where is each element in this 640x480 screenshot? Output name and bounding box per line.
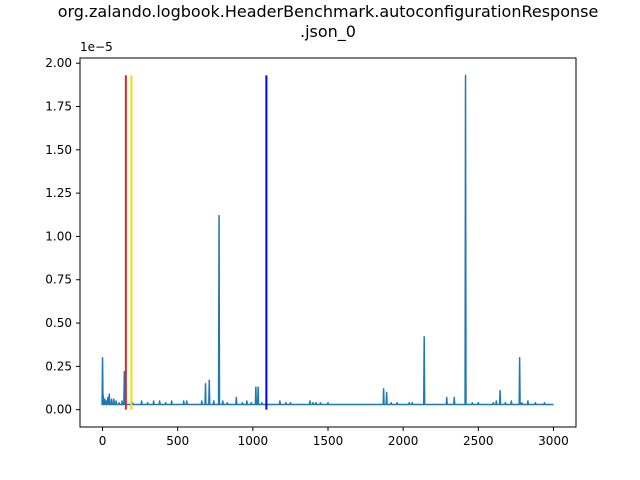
y-tick-label: 1.50 bbox=[45, 143, 72, 157]
chart-title-line-2: .json_0 bbox=[300, 22, 356, 42]
axes-frame bbox=[79, 57, 577, 428]
x-tick-label: 3000 bbox=[538, 434, 569, 448]
chart-title-line-1: org.zalando.logbook.HeaderBenchmark.auto… bbox=[58, 2, 599, 21]
x-axis: 0 500 1000 1500 2000 2500 3000 bbox=[99, 427, 569, 448]
x-tick-label: 1500 bbox=[313, 434, 344, 448]
plot-area bbox=[101, 74, 554, 410]
y-tick-label: 1.00 bbox=[45, 229, 72, 243]
x-tick-label: 2500 bbox=[463, 434, 494, 448]
y-tick-label: 1.75 bbox=[45, 100, 72, 114]
series-line-0 bbox=[101, 74, 554, 406]
y-tick-label: 0.25 bbox=[45, 359, 72, 373]
y-tick-label: 1.25 bbox=[45, 186, 72, 200]
x-tick-label: 0 bbox=[99, 434, 107, 448]
y-tick-label: 2.00 bbox=[45, 56, 72, 70]
x-tick-label: 1000 bbox=[238, 434, 269, 448]
y-scale-label: 1e−5 bbox=[80, 40, 113, 54]
y-axis: 0.00 0.25 0.50 0.75 1.00 1.25 1.50 1.75 2.00 bbox=[45, 56, 80, 417]
y-tick-label: 0.50 bbox=[45, 316, 72, 330]
x-tick-label: 2000 bbox=[388, 434, 419, 448]
y-tick-label: 0.00 bbox=[45, 403, 72, 417]
y-tick-label: 0.75 bbox=[45, 273, 72, 287]
x-tick-label: 500 bbox=[166, 434, 189, 448]
